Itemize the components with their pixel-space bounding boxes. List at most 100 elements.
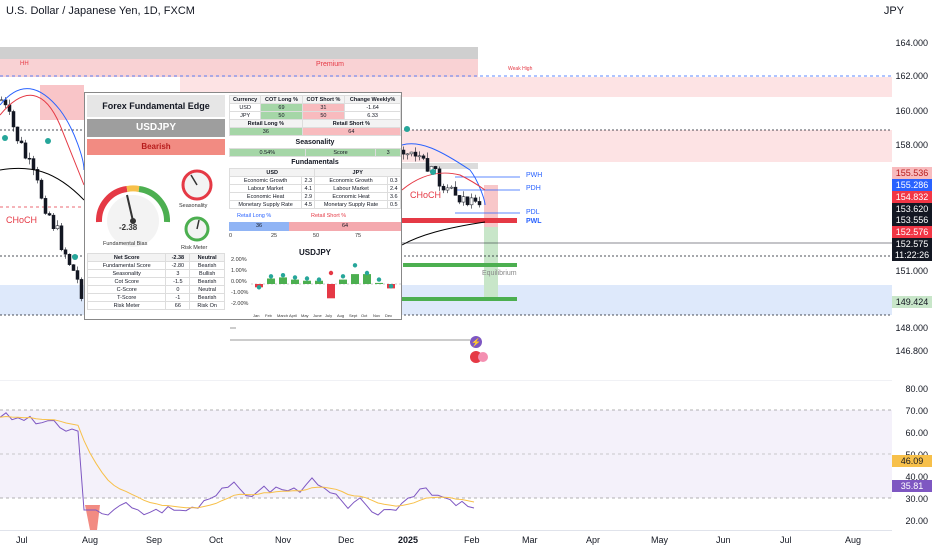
- price-tag: 155.286: [892, 179, 932, 191]
- time-axis[interactable]: Jul Aug Sep Oct Nov Dec 2025 Feb Mar Apr…: [0, 530, 892, 550]
- seasonal-month-label: June: [313, 313, 322, 318]
- weak-high-label: Weak High: [508, 66, 533, 72]
- rsi-line: [0, 412, 475, 516]
- retail-bar-tick: 0: [229, 233, 233, 239]
- time-label: Sep: [146, 535, 163, 545]
- ma-black-right: [401, 221, 486, 246]
- seasonal-bar: [363, 274, 371, 284]
- seasonal-month-label: Nov: [373, 313, 381, 318]
- seasonal-y-tick: -1.00%: [231, 290, 249, 296]
- score-cell: -2.80: [165, 261, 191, 270]
- seasonality-score-label: Score: [304, 148, 377, 157]
- cot-header: Currency: [228, 95, 262, 104]
- rsi-value-tag: 35.81: [892, 480, 932, 492]
- seasonal-bar: [339, 279, 347, 284]
- lightning-icon[interactable]: [470, 336, 482, 348]
- fund-cell: 4.5: [301, 200, 316, 209]
- time-label: Jun: [716, 535, 731, 545]
- seasonality-gauge-label: Seasonality: [179, 203, 208, 209]
- seasonal-chart-title: USDJPY: [298, 248, 331, 257]
- score-cell: Bearish: [189, 277, 225, 286]
- cot-table: Currency COT Long % COT Short % Change Week…: [228, 95, 402, 136]
- cot-header: COT Short %: [301, 95, 346, 104]
- panel-title: Forex Fundamental Edge: [87, 95, 225, 117]
- price-axis[interactable]: 164.000 162.000 160.000 158.000 151.000 …: [892, 0, 932, 530]
- candle-body: [461, 196, 466, 203]
- seasonal-y-tick: 2.00%: [231, 257, 247, 263]
- retail-long-header: Retail Long %: [229, 119, 303, 128]
- retail-bar-tick: 50: [313, 233, 320, 239]
- rsi-ma-tag: 46.09: [892, 455, 932, 467]
- pwl-red-bar: [400, 218, 517, 223]
- candle-body: [47, 213, 52, 216]
- gray-band: [400, 163, 478, 169]
- rsi-tick: 30.00: [905, 494, 928, 504]
- score-cell: Risk On: [189, 301, 225, 310]
- currency-button[interactable]: JPY: [883, 5, 904, 17]
- price-tick: 158.000: [895, 140, 928, 150]
- gauge-red-arc: [95, 186, 128, 223]
- time-label: Aug: [845, 535, 862, 545]
- fund-cell: 2.3: [301, 176, 316, 185]
- score-header: -2.38: [165, 253, 191, 262]
- candle-body: [55, 225, 60, 229]
- retail-bar-tick: 25: [271, 233, 278, 239]
- symbol-title: U.S. Dollar / Japanese Yen, 1D, FXCM: [6, 5, 195, 17]
- seasonal-month-label: March: [277, 313, 289, 318]
- candle-body: [405, 153, 410, 156]
- price-tick: 148.000: [895, 323, 928, 333]
- green-line-1: [403, 263, 517, 267]
- score-cell: -1: [165, 293, 191, 302]
- candle-body: [473, 197, 478, 202]
- fundamental-panel[interactable]: Forex Fundamental Edge USDJPY Bearish -2…: [84, 92, 402, 320]
- cot-cell: 6.33: [344, 111, 401, 120]
- retail-bar-tick: 75: [355, 233, 362, 239]
- price-tag: 155.536: [892, 167, 932, 179]
- seasonal-month-label: Sept: [349, 313, 358, 318]
- seasonality-title: Seasonality: [295, 139, 335, 146]
- gauge-hub: [130, 218, 136, 224]
- candle-body: [71, 264, 76, 271]
- time-label: Nov: [275, 535, 292, 545]
- seasonal-dot: [376, 277, 382, 282]
- marker-dot: [2, 135, 8, 141]
- seasonal-bar: [303, 280, 311, 284]
- retail-bar-legend-short: Retail Short %: [311, 213, 347, 219]
- candle-body: [43, 198, 48, 214]
- seasonal-bar: [267, 278, 275, 284]
- seasonality-score: 3: [375, 148, 401, 157]
- gauge-yellow-arc: [126, 185, 140, 192]
- seasonality-needle: [190, 174, 198, 186]
- fund-cell: Economic Growth: [228, 176, 303, 185]
- supply-zone-left: [40, 85, 84, 120]
- candle-body: [35, 169, 40, 181]
- cot-cell: JPY: [228, 111, 262, 120]
- score-cell: Bearish: [189, 293, 225, 302]
- rsi-tick: 60.00: [905, 428, 928, 438]
- pdh-label: PDH: [526, 185, 541, 192]
- ma-blue-right: [401, 143, 486, 206]
- marker-dot: [430, 169, 436, 175]
- score-cell: Fundamental Score: [86, 261, 167, 270]
- gauge-green-arc: [138, 186, 171, 223]
- price-tag: 152.575: [892, 238, 932, 250]
- premium-label: Premium: [316, 61, 345, 68]
- cot-cell: 31: [301, 103, 346, 112]
- candle-body: [409, 151, 414, 155]
- score-cell: C-Score: [86, 285, 167, 294]
- premium-zone: [0, 59, 478, 77]
- time-label: Oct: [209, 535, 224, 545]
- seasonal-bar: [315, 280, 323, 284]
- rsi-pane[interactable]: [0, 380, 892, 530]
- jp-event-icon[interactable]: [478, 352, 488, 362]
- pwl-label: PWL: [526, 218, 542, 225]
- gauge-label: Fundamental Bias: [103, 241, 148, 247]
- rsi-oversold-fill: [85, 505, 100, 530]
- jpy-header: JPY: [314, 168, 401, 177]
- seasonal-bar: [327, 284, 335, 299]
- score-cell: Neutral: [189, 285, 225, 294]
- candle-body: [3, 99, 8, 106]
- chart-canvas[interactable]: ⚡: [0, 0, 892, 530]
- seasonal-bar: [279, 277, 287, 284]
